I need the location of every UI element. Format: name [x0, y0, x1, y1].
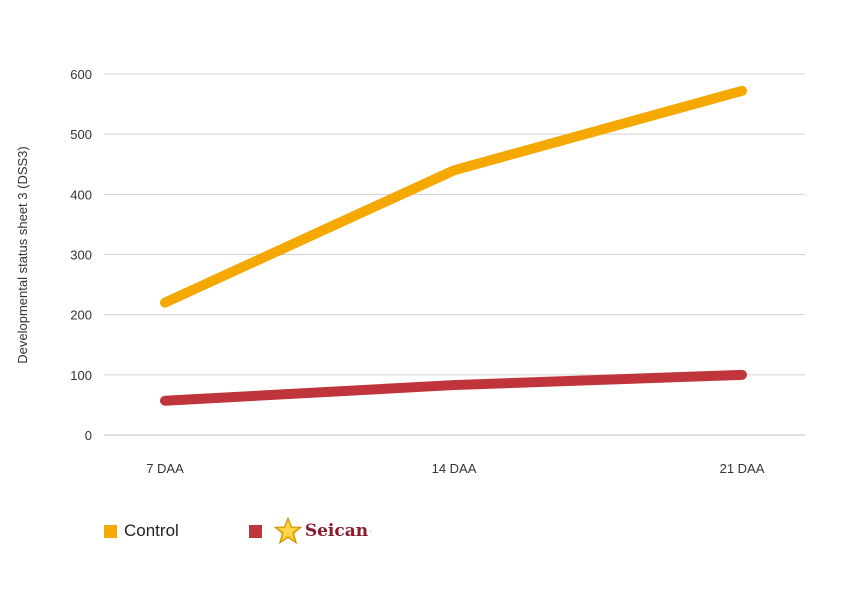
- seican-logo: Seican ·: [269, 516, 372, 546]
- line-chart: 0 100 200 300 400 500 600 7 DAA 14 DAA 21 DAA De…: [15, 67, 805, 476]
- x-tick-label: 7 DAA: [146, 461, 184, 476]
- brand-name: Seican: [304, 521, 369, 541]
- y-tick-label: 0: [85, 428, 92, 443]
- x-axis-ticks: 7 DAA 14 DAA 21 DAA: [146, 461, 765, 476]
- legend-item-control: Control: [104, 521, 179, 541]
- series-line-seican: [160, 369, 747, 406]
- y-axis-title: Developmental status sheet 3 (DSS3): [15, 146, 30, 364]
- y-tick-label: 600: [70, 67, 92, 82]
- y-tick-label: 100: [70, 368, 92, 383]
- y-axis-ticks: 0 100 200 300 400 500 600: [70, 67, 92, 443]
- legend: Control Seican ·: [104, 516, 441, 546]
- y-tick-label: 200: [70, 308, 92, 323]
- x-tick-label: 21 DAA: [720, 461, 765, 476]
- y-tick-label: 400: [70, 187, 92, 202]
- y-tick-label: 500: [70, 127, 92, 142]
- y-tick-label: 300: [70, 248, 92, 263]
- brand-mark: ·: [369, 527, 372, 535]
- star-icon: [273, 516, 303, 545]
- legend-label-control: Control: [124, 521, 179, 540]
- series-lines: [160, 85, 747, 406]
- x-tick-label: 14 DAA: [432, 461, 477, 476]
- legend-item-seican: Seican ·: [248, 516, 372, 546]
- legend-swatch-seican: [248, 524, 262, 538]
- series-line-control: [160, 85, 747, 308]
- legend-swatch-control: [104, 524, 117, 538]
- grid-lines: [104, 73, 805, 436]
